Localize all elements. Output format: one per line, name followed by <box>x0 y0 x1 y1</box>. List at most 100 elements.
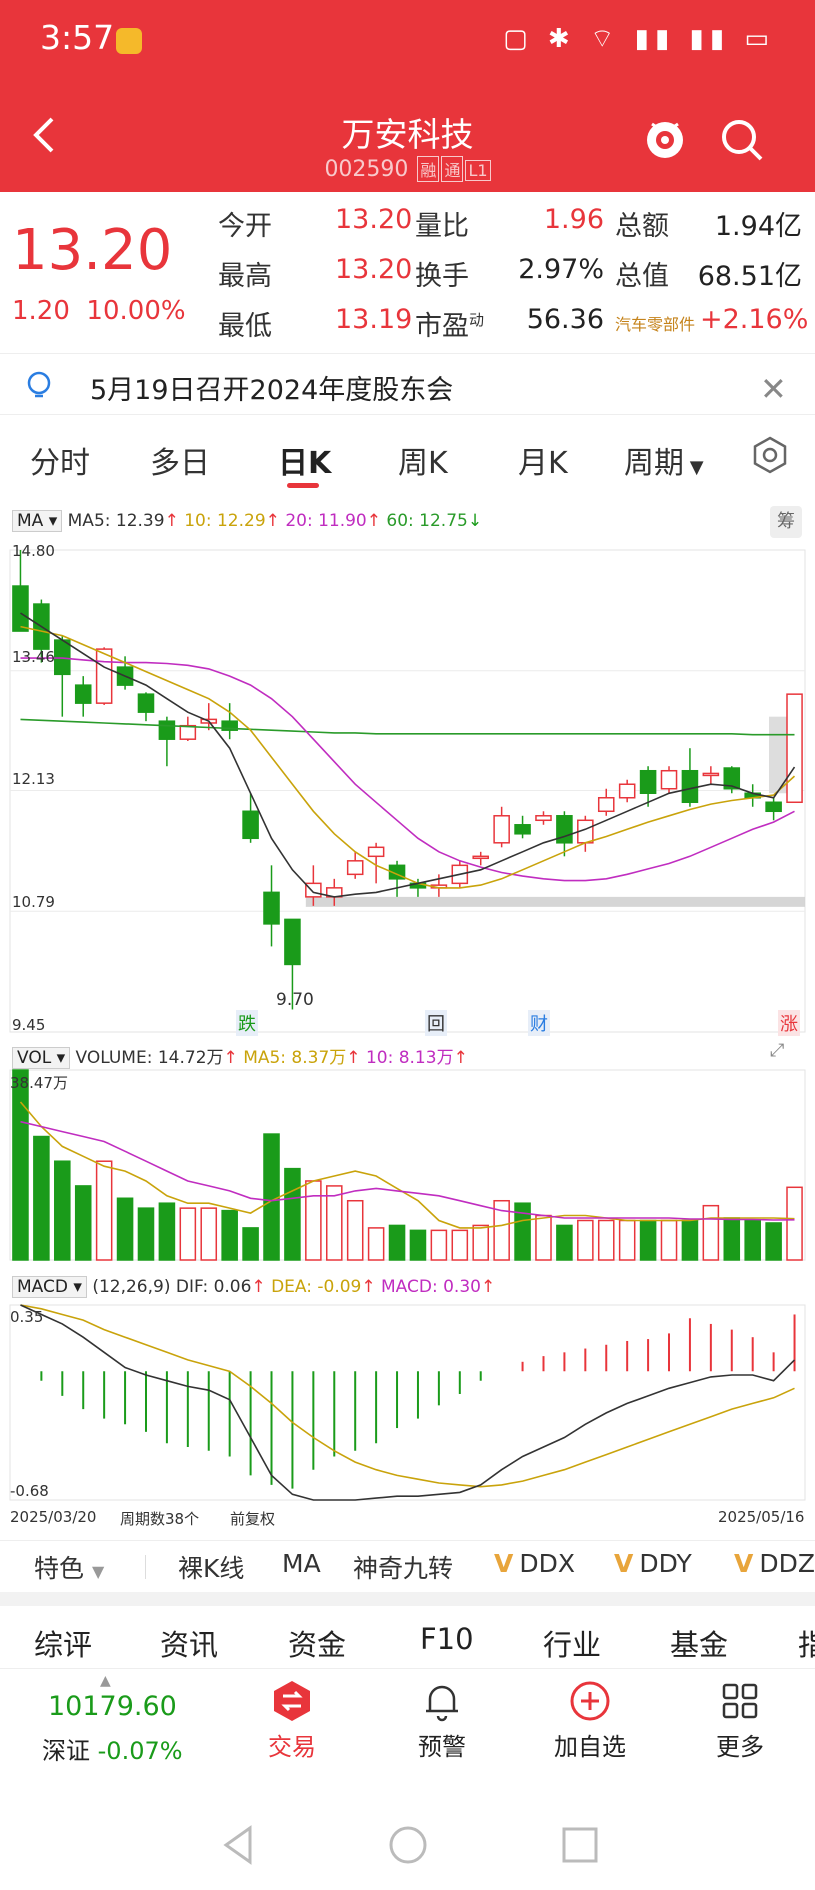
candle-body <box>535 815 552 822</box>
tab-news[interactable]: 资讯 <box>160 1628 219 1662</box>
event-tag-finance[interactable]: 财 <box>528 1010 550 1036</box>
adjust-mode[interactable]: 前复权 <box>230 1510 276 1528</box>
candle-body <box>681 769 699 804</box>
notice-text: 5月19日召开2024年度股东会 <box>90 375 454 406</box>
tab-multi-day[interactable]: 多日 <box>150 446 210 481</box>
ma-legend: MA ▾ MA5: 12.39↑ 10: 12.29↑ 20: 11.90↑ 6… <box>12 510 482 532</box>
ma5-line <box>20 612 796 898</box>
kline-chart <box>9 549 806 1501</box>
tab-monthly-k[interactable]: 月K <box>518 446 568 481</box>
tab-daily-k[interactable]: 日K <box>278 446 332 481</box>
candle-body <box>786 693 803 804</box>
indicator-ddz-label: DDZ <box>759 1549 815 1578</box>
close-icon[interactable]: ✕ <box>760 370 787 408</box>
candle-body <box>74 684 92 704</box>
indicator-ddx-label: DDX <box>519 1549 575 1578</box>
tab-period-label: 周期 <box>624 446 684 481</box>
nav-recents-icon[interactable] <box>562 1827 598 1863</box>
tab-intraday[interactable]: 分时 <box>30 446 90 481</box>
volume-bar <box>74 1185 92 1261</box>
indicator-magic-nine[interactable]: 神奇九转 <box>353 1554 454 1583</box>
volume-bar <box>786 1186 803 1261</box>
add-watchlist-button[interactable]: 加自选 <box>530 1679 650 1762</box>
volume-bar <box>388 1224 406 1261</box>
dropdown-arrow-icon: ▼ <box>684 457 704 478</box>
more-button[interactable]: 更多 <box>680 1679 800 1762</box>
index-value[interactable]: 10179.60 <box>48 1691 177 1722</box>
sector-name[interactable]: 汽车零部件 <box>615 315 696 334</box>
volume-ratio-label: 量比 <box>415 211 469 242</box>
volume-bar <box>702 1204 720 1261</box>
monitor-icon[interactable] <box>640 114 690 164</box>
volume-bar <box>116 1197 134 1261</box>
ma10-label: 10: 12.29 <box>184 511 266 531</box>
macd-axis-min: -0.68 <box>10 1482 49 1500</box>
indicator-ddz[interactable]: V DDZ <box>734 1549 815 1578</box>
indicator-ddx[interactable]: V DDX <box>494 1549 575 1578</box>
tab-weekly-k[interactable]: 周K <box>398 446 448 481</box>
price-axis-label: 14.80 <box>12 542 55 560</box>
stock-code-row: 002590 融通 L1 <box>0 156 815 182</box>
volume-bar <box>179 1207 197 1261</box>
ma20-line <box>20 657 795 882</box>
turnover-amount-label: 总额 <box>615 211 669 242</box>
tab-more-cut[interactable]: 指 <box>798 1628 815 1662</box>
ma-selector[interactable]: MA ▾ <box>12 510 63 532</box>
indicator-naked-k[interactable]: 裸K线 <box>178 1554 245 1583</box>
chart-area[interactable]: MA ▾ MA5: 12.39↑ 10: 12.29↑ 20: 11.90↑ 6… <box>0 500 815 1530</box>
indicator-ddy[interactable]: V DDY <box>614 1549 692 1578</box>
turnover-rate-label: 换手 <box>415 261 469 292</box>
indicator-ma[interactable]: MA <box>282 1549 321 1578</box>
macd-selector[interactable]: MACD ▾ <box>12 1276 87 1298</box>
level-tag: L1 <box>465 160 491 181</box>
volume-panel-frame <box>9 1069 806 1261</box>
candle-body <box>639 769 657 795</box>
expand-icon[interactable]: ⤢ <box>770 1040 785 1061</box>
volume-bar <box>618 1219 636 1261</box>
notice-bar[interactable]: 5月19日召开2024年度股东会 ✕ <box>0 353 815 415</box>
add-watchlist-label: 加自选 <box>554 1733 626 1761</box>
alert-button[interactable]: 预警 <box>382 1679 502 1762</box>
tab-overview[interactable]: 综评 <box>34 1628 93 1662</box>
lightbulb-icon <box>27 371 51 398</box>
special-menu[interactable]: 特色 ▼ <box>34 1554 105 1583</box>
candle-body <box>54 639 71 676</box>
nav-back-icon[interactable] <box>223 1825 252 1865</box>
tab-f10[interactable]: F10 <box>420 1622 474 1656</box>
volume-bar <box>430 1229 448 1261</box>
low-value: 13.19 <box>335 304 413 335</box>
volume-bar <box>639 1219 657 1261</box>
stock-name: 万安科技 <box>341 115 474 154</box>
volume-bar <box>263 1133 280 1261</box>
info-tabs: 综评 资讯 资金 F10 行业 基金 指 <box>0 1618 815 1668</box>
candle-body <box>221 720 238 731</box>
candle-body <box>618 783 636 799</box>
index-row[interactable]: 深证 -0.07% <box>42 1731 183 1766</box>
back-arrow-icon[interactable] <box>30 115 60 155</box>
event-tag-drop[interactable]: 跌 <box>236 1010 258 1036</box>
volume-bar <box>305 1180 322 1261</box>
tab-period[interactable]: 周期 ▼ <box>624 438 704 482</box>
search-icon[interactable] <box>720 118 764 162</box>
volume-selector[interactable]: VOL ▾ <box>12 1047 71 1069</box>
tab-fund[interactable]: 基金 <box>670 1628 729 1662</box>
nav-home-icon[interactable] <box>389 1826 427 1864</box>
volume-bar <box>765 1222 782 1261</box>
macd-axis-max: 0.35 <box>10 1308 44 1326</box>
trade-button[interactable]: 交易 <box>232 1679 352 1762</box>
change-percent: 10.00% <box>86 296 186 326</box>
event-tag-buyback[interactable]: 回 <box>425 1010 447 1036</box>
pe-label: 市盈动 <box>415 304 484 343</box>
expand-up-icon[interactable]: ▲ <box>100 1673 111 1689</box>
chip-distribution-button[interactable]: 筹 <box>770 506 802 538</box>
tab-funds[interactable]: 资金 <box>288 1628 347 1662</box>
trade-icon <box>274 1681 310 1721</box>
special-menu-label: 特色 <box>34 1554 85 1583</box>
volume-bar <box>221 1209 238 1261</box>
vip-mark: V <box>494 1549 514 1578</box>
tab-industry[interactable]: 行业 <box>543 1628 602 1662</box>
event-tag-limit-up[interactable]: 涨 <box>778 1010 800 1036</box>
settings-icon[interactable] <box>750 435 790 475</box>
ma60-line <box>20 718 795 736</box>
low-label: 最低 <box>218 311 272 342</box>
